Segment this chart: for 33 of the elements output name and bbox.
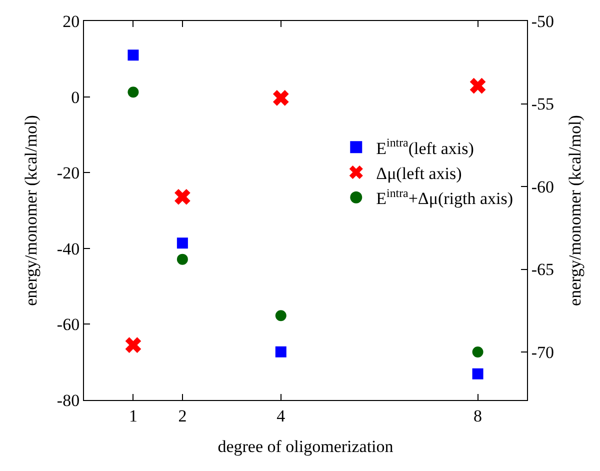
x-tick-label: 1 (128, 406, 138, 426)
x-tick-label: 2 (178, 406, 187, 426)
point (174, 188, 190, 205)
point (275, 346, 286, 358)
point (128, 86, 139, 98)
x-tick-label: 4 (276, 406, 286, 426)
x-tick-label: 8 (474, 406, 482, 426)
y-tick-label: -20 (56, 164, 80, 183)
point (472, 368, 484, 380)
y2-tick-label: -70 (531, 342, 554, 362)
point (176, 238, 188, 249)
y-tick-label: -60 (56, 315, 80, 334)
y2-tick-label: -55 (531, 94, 554, 114)
point (176, 254, 188, 265)
x-axis-title: degree of oligomerization (218, 436, 394, 456)
point (470, 78, 486, 94)
point (128, 50, 139, 61)
y2-tick-label: -50 (531, 12, 554, 31)
point (275, 310, 286, 322)
y2-axis-title: energy/monomer (kcal/mol) (565, 115, 584, 306)
legend-label: E$^{intra}$(left axis) (376, 136, 474, 158)
y2-tick-label: -60 (531, 177, 554, 196)
y-tick-label: -80 (56, 390, 80, 410)
y-tick-label: -40 (56, 239, 80, 258)
y-tick-label: 0 (71, 88, 80, 107)
point (272, 90, 289, 106)
y2-tick-label: -65 (531, 260, 554, 280)
y-tick-label: 20 (62, 12, 80, 31)
legend-label: E$^{intra}$+Δμ(rigth axis) (376, 186, 514, 208)
point (125, 337, 142, 353)
point (472, 346, 484, 358)
legend-label: Δμ(left axis) (376, 164, 462, 183)
y-axis-title: energy/monomer (kcal/mol) (21, 115, 40, 306)
